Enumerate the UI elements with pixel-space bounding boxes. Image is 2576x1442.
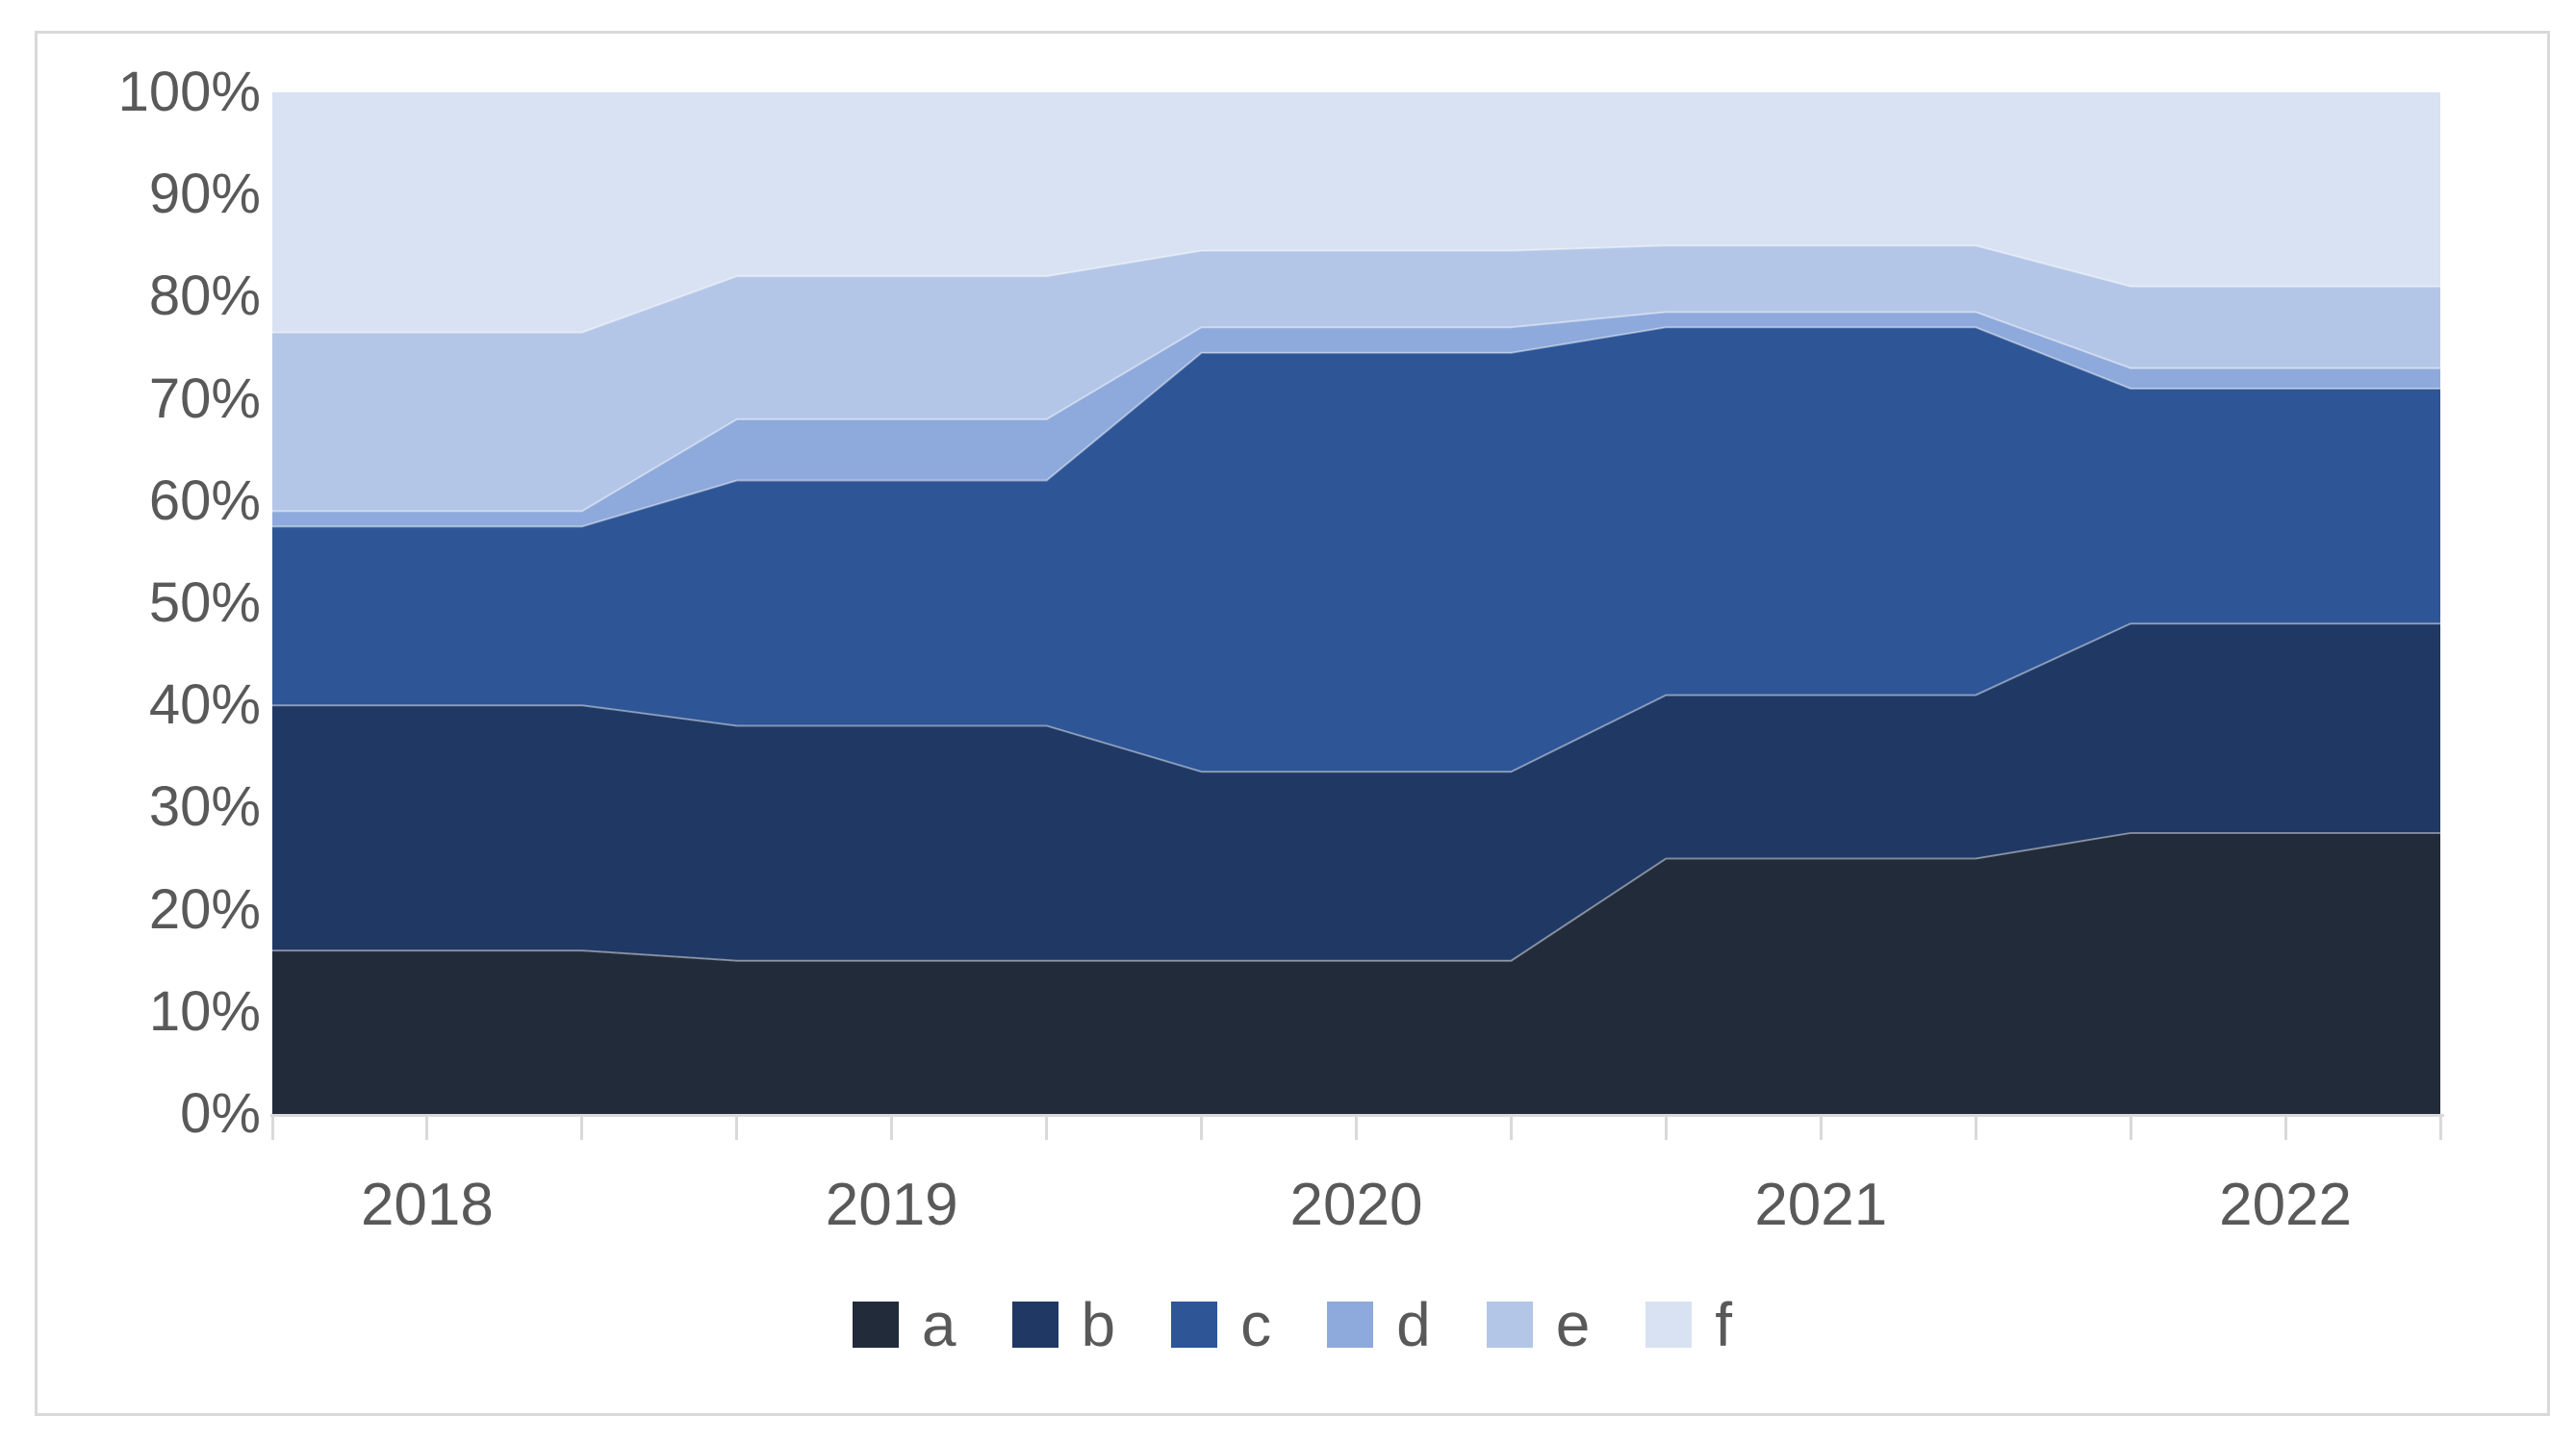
x-axis-tick xyxy=(425,1117,429,1140)
legend-item-a: a xyxy=(852,1290,956,1359)
y-axis-label: 0% xyxy=(180,1082,261,1145)
x-axis-label-year: 2020 xyxy=(1289,1172,1423,1238)
y-axis-label: 100% xyxy=(117,61,261,123)
plot-area xyxy=(272,92,2440,1114)
x-axis-tick xyxy=(1974,1117,1977,1140)
series-boundary-line xyxy=(272,244,2440,334)
x-axis-tick xyxy=(890,1117,894,1140)
stacked-area-chart xyxy=(272,92,2440,1114)
legend-swatch-c xyxy=(1171,1302,1218,1348)
series-boundary-line xyxy=(272,311,2440,513)
legend-swatch-f xyxy=(1645,1302,1693,1348)
series-boundary-line xyxy=(272,326,2440,528)
legend-item-f: f xyxy=(1645,1294,1732,1355)
legend-label: d xyxy=(1396,1290,1431,1359)
y-axis-label: 10% xyxy=(148,979,261,1043)
y-axis-label: 90% xyxy=(148,163,261,226)
area-series-b xyxy=(272,623,2440,961)
x-axis-label-year: 2019 xyxy=(825,1172,958,1238)
x-axis-tick xyxy=(1045,1117,1049,1140)
area-series-a xyxy=(272,832,2440,1114)
legend-label: e xyxy=(1555,1290,1591,1359)
series-boundary-line xyxy=(272,831,2440,962)
x-axis-tick xyxy=(2283,1117,2287,1140)
y-axis-label: 50% xyxy=(148,571,261,634)
x-axis-tick xyxy=(1664,1117,1668,1140)
area-series-d xyxy=(272,312,2440,527)
x-axis-tick xyxy=(2129,1117,2132,1140)
y-axis-label: 40% xyxy=(148,673,261,737)
legend-item-c: c xyxy=(1171,1294,1271,1355)
legend-label: b xyxy=(1081,1290,1116,1359)
y-axis-label: 30% xyxy=(148,775,261,839)
x-axis-tick xyxy=(1200,1117,1204,1140)
legend-swatch-a xyxy=(852,1302,899,1348)
legend-swatch-b xyxy=(1011,1302,1058,1348)
chart-border: 100% 90% 80% 70% 60% 50% 40% 30% 20% 10% 0% 2018 20… xyxy=(35,31,2550,1416)
x-axis-tick xyxy=(735,1117,739,1140)
legend-swatch-d xyxy=(1327,1302,1374,1348)
y-axis-label: 20% xyxy=(148,877,261,941)
x-axis-tick xyxy=(1819,1117,1823,1140)
x-axis-tick xyxy=(580,1117,584,1140)
y-axis-label: 70% xyxy=(148,367,261,430)
legend-item-d: d xyxy=(1327,1294,1431,1355)
legend-label: a xyxy=(921,1290,956,1359)
y-axis-label: 80% xyxy=(148,265,261,328)
area-series-f xyxy=(272,92,2440,333)
area-series-c xyxy=(272,327,2440,772)
x-axis-tick xyxy=(1355,1117,1358,1140)
legend-label: c xyxy=(1240,1290,1272,1359)
x-axis-label-year: 2022 xyxy=(2219,1172,2353,1238)
x-axis-label-year: 2018 xyxy=(360,1172,494,1238)
legend-item-e: e xyxy=(1486,1290,1591,1359)
x-axis-tick xyxy=(270,1117,274,1140)
series-boundary-line xyxy=(272,622,2440,773)
legend-label: f xyxy=(1715,1290,1733,1359)
x-axis-tick xyxy=(2438,1117,2442,1140)
y-axis-label: 60% xyxy=(148,468,261,532)
x-axis-tick xyxy=(1509,1117,1513,1140)
legend-item-b: b xyxy=(1011,1290,1116,1359)
x-axis-label-year: 2021 xyxy=(1754,1172,1888,1238)
x-axis-line xyxy=(270,1114,2444,1117)
legend-swatch-e xyxy=(1486,1302,1533,1348)
area-series-e xyxy=(272,245,2440,512)
